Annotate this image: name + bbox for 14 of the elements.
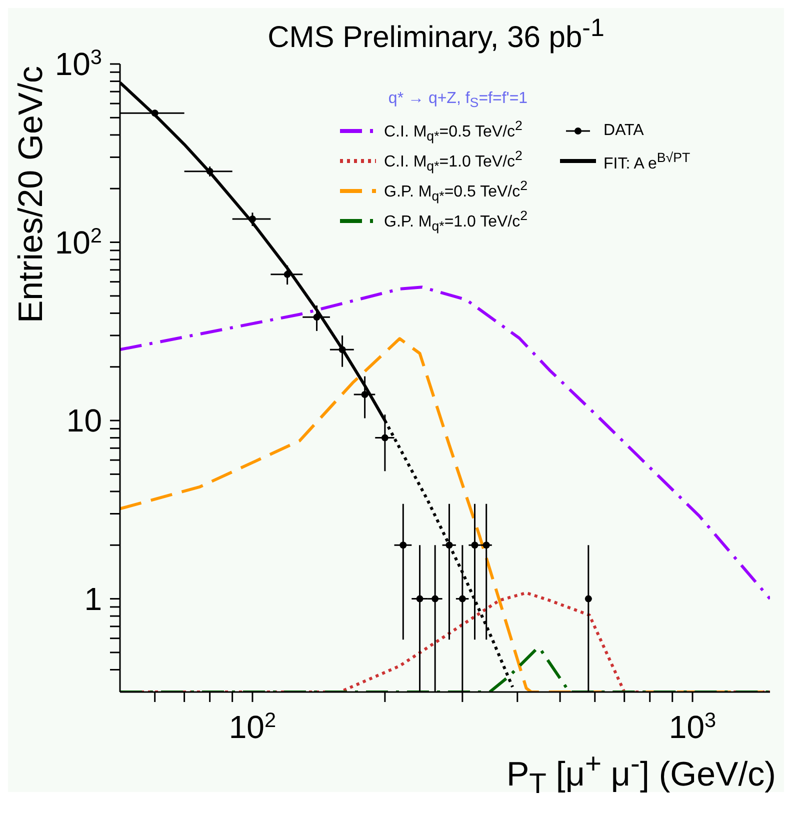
- legend-label: C.I. M$_{q*}$=1.0 TeV/c$^{2}$: [384, 148, 522, 174]
- chart-title: CMS Preliminary, 36 pb$^{-1}$: [266, 13, 606, 54]
- legend-label: G.P. M$_{q*}$=0.5 TeV/c$^{2}$: [384, 178, 528, 204]
- legend-label: G.P. M$_{q*}$=1.0 TeV/c$^{2}$: [384, 208, 528, 234]
- y-tick-label: 1: [84, 580, 102, 617]
- y-axis-title: Entries/20 GeV/c: [12, 66, 51, 324]
- legend-label: DATA: [604, 122, 644, 140]
- y-tick-label: 10: [66, 402, 102, 439]
- y-tick-label: 10$^{2}$: [54, 224, 102, 260]
- legend-label: FIT: A e$^{B√PT}$: [604, 150, 690, 173]
- legend-label: C.I. M$_{q*}$=0.5 TeV/c$^{2}$: [384, 118, 522, 144]
- x-axis-title: P$_{T}$ [μ$^{+}$ μ$^{-}$] (GeV/c): [505, 748, 777, 800]
- y-tick-label: 10$^{3}$: [54, 46, 102, 82]
- legend-title: q* → q+Z, f$_{S}$=f=f'=1: [387, 90, 529, 110]
